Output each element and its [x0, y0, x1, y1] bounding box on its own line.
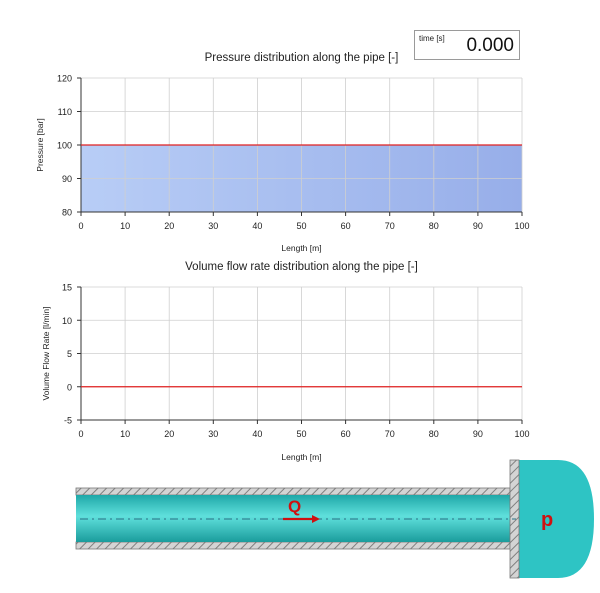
pressure-x-axis-label: Length [m] — [281, 243, 321, 253]
flow-label: Q — [288, 497, 301, 516]
pressure-x-tick-label: 90 — [473, 221, 483, 231]
pressure-y-tick-label: 110 — [58, 107, 72, 117]
flow-x-tick-label: 70 — [385, 429, 395, 439]
time-value: 0.000 — [466, 35, 514, 56]
flow-x-tick-label: 30 — [208, 429, 218, 439]
pipe-wall-top — [75, 487, 511, 496]
pressure-y-tick-label: 100 — [57, 141, 72, 151]
pressure-label: p — [541, 509, 553, 531]
flow-x-tick-label: 100 — [514, 429, 529, 439]
pressure-chamber — [519, 460, 594, 578]
flow-x-tick-label: 90 — [473, 429, 483, 439]
pressure-x-tick-label: 0 — [78, 221, 83, 231]
pressure-y-axis-label: Pressure [bar] — [35, 118, 45, 171]
flow-x-tick-label: 10 — [120, 429, 130, 439]
pressure-x-tick-label: 20 — [164, 221, 174, 231]
flow-x-tick-label: 20 — [164, 429, 174, 439]
flow-chart-title: Volume flow rate distribution along the … — [185, 261, 418, 273]
pressure-y-tick-label: 90 — [62, 174, 72, 184]
pipe-diagram: Q p — [75, 459, 594, 579]
flow-y-tick-label: 0 — [67, 382, 72, 392]
flow-x-axis-label: Length [m] — [281, 452, 321, 462]
pressure-y-tick-label: 80 — [62, 208, 72, 218]
pressure-x-tick-label: 70 — [385, 221, 395, 231]
pressure-x-tick-label: 80 — [429, 221, 439, 231]
flow-x-tick-label: 80 — [429, 429, 439, 439]
pressure-x-tick-label: 60 — [341, 221, 351, 231]
time-display: time [s] 0.000 — [414, 30, 520, 60]
flow-x-tick-label: 0 — [78, 429, 83, 439]
flow-x-tick-label: 50 — [296, 429, 306, 439]
flow-y-tick-label: -5 — [64, 416, 72, 426]
pressure-x-tick-label: 30 — [208, 221, 218, 231]
pressure-y-tick-label: 120 — [57, 74, 72, 84]
time-label: time [s] — [419, 34, 445, 43]
pressure-x-tick-label: 10 — [120, 221, 130, 231]
pressure-x-tick-label: 100 — [514, 221, 529, 231]
flow-x-tick-label: 40 — [252, 429, 262, 439]
pipe-wall-bottom — [75, 541, 511, 550]
flow-arrowhead-icon — [312, 515, 320, 523]
flow-y-tick-label: 10 — [62, 316, 72, 326]
pressure-x-tick-label: 50 — [296, 221, 306, 231]
pressure-chart-title: Pressure distribution along the pipe [-] — [205, 52, 399, 64]
pressure-x-tick-label: 40 — [252, 221, 262, 231]
flow-y-axis-label: Volume Flow Rate [l/min] — [41, 306, 51, 400]
flow-x-tick-label: 60 — [341, 429, 351, 439]
flow-y-tick-label: 15 — [62, 283, 72, 293]
flow-y-tick-label: 5 — [67, 349, 72, 359]
